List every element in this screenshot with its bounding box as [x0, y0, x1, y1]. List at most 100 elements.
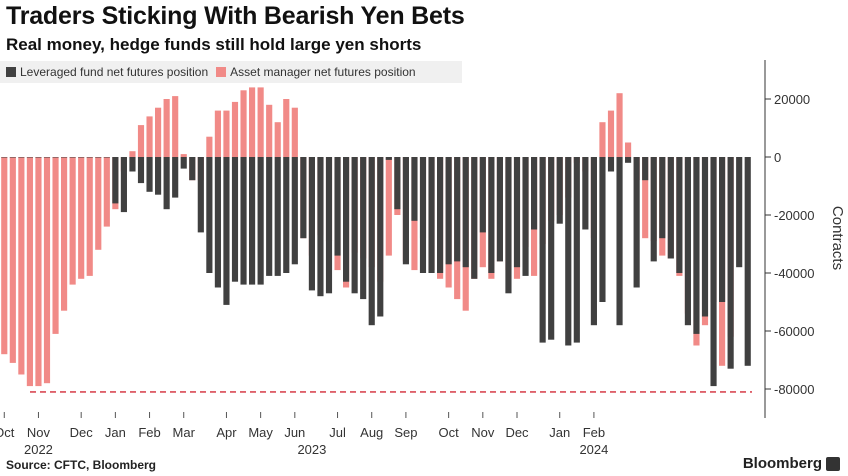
bar-asset-manager [257, 87, 264, 157]
bar-leveraged-fund [556, 157, 563, 224]
bar-asset-manager [385, 157, 392, 256]
x-tick-label: Oct [0, 425, 15, 440]
legend-background [0, 61, 462, 83]
bar-leveraged-fund [231, 157, 239, 282]
bar-leveraged-fund [308, 157, 315, 291]
bar-asset-manager [291, 107, 298, 157]
bar-leveraged-fund [659, 157, 666, 239]
x-year-label: 2023 [297, 442, 326, 457]
bar-leveraged-fund [283, 157, 290, 273]
bar-leveraged-fund [52, 157, 59, 158]
bar-asset-manager [18, 157, 25, 375]
bar-leveraged-fund [650, 157, 657, 262]
bar-leveraged-fund [513, 157, 521, 268]
bar-leveraged-fund [155, 157, 162, 195]
x-tick-label: Feb [138, 425, 160, 440]
bar-leveraged-fund [582, 157, 589, 230]
y-axis: 20000 0 -20000 -40000 -60000 -80000 Contracts [764, 60, 846, 418]
bar-asset-manager [146, 116, 153, 157]
bar-leveraged-fund [61, 157, 68, 158]
x-tick-label: Jun [284, 425, 305, 440]
bar-leveraged-fund [565, 157, 572, 346]
bar-leveraged-fund [291, 157, 298, 265]
bar-leveraged-fund [377, 157, 384, 317]
x-tick-label: Nov [471, 425, 495, 440]
x-tick-label: Dec [70, 425, 94, 440]
bar-leveraged-fund [496, 157, 503, 262]
bar-leveraged-fund [343, 157, 350, 282]
bar-leveraged-fund [471, 157, 478, 279]
source-note: Source: CFTC, Bloomberg [6, 458, 157, 472]
bar-leveraged-fund [223, 157, 230, 305]
bar-leveraged-fund [693, 157, 700, 334]
bar-asset-manager [61, 157, 68, 311]
x-axis: Oct Nov Dec Jan Feb Mar Apr May Jun Jul Aug Sep Oct N… [0, 412, 608, 457]
bar-leveraged-fund [120, 157, 127, 213]
bar-leveraged-fund [351, 157, 358, 294]
bar-asset-manager [180, 154, 187, 157]
bar-leveraged-fund [334, 157, 341, 256]
bar-leveraged-fund [531, 157, 538, 230]
chart-subtitle: Real money, hedge funds still hold large… [6, 35, 422, 54]
bar-leveraged-fund [368, 157, 375, 326]
bar-asset-manager [78, 157, 85, 279]
x-year-label: 2022 [24, 442, 53, 457]
legend-swatch-asset-manager [216, 67, 227, 77]
y-tick-label: 20000 [774, 92, 810, 107]
bar-asset-manager [163, 99, 170, 157]
bar-asset-manager [266, 104, 273, 157]
bar-leveraged-fund [317, 157, 324, 297]
bar-leveraged-fund [625, 157, 632, 163]
bar-leveraged-fund [274, 157, 281, 276]
bar-leveraged-fund [411, 157, 418, 221]
bar-asset-manager [616, 93, 623, 157]
bar-leveraged-fund [607, 157, 615, 172]
bar-asset-manager [103, 157, 110, 227]
bar-leveraged-fund [548, 157, 555, 340]
x-tick-label: Mar [173, 425, 196, 440]
bar-leveraged-fund [197, 157, 204, 233]
bar-leveraged-fund [240, 157, 247, 285]
y-axis-title: Contracts [829, 206, 846, 270]
x-tick-label: Aug [360, 425, 383, 440]
bar-leveraged-fund [266, 157, 273, 276]
bar-asset-manager [43, 157, 51, 384]
legend-swatch-leveraged [6, 67, 16, 77]
bars-layer [1, 87, 752, 393]
bar-asset-manager [231, 101, 239, 157]
bar-asset-manager [240, 90, 247, 157]
bar-leveraged-fund [214, 157, 221, 288]
bar-leveraged-fund [385, 157, 392, 160]
x-tick-label: Feb [583, 425, 605, 440]
bar-leveraged-fund [719, 157, 726, 302]
bar-leveraged-fund [539, 157, 546, 343]
bar-leveraged-fund [172, 157, 179, 198]
bar-leveraged-fund [325, 157, 333, 294]
bar-leveraged-fund [599, 157, 606, 302]
bar-leveraged-fund [206, 157, 213, 273]
bar-leveraged-fund [43, 157, 51, 158]
bar-leveraged-fund [437, 157, 444, 273]
bar-asset-manager [26, 157, 33, 387]
bar-leveraged-fund [163, 157, 170, 210]
x-tick-label: Oct [439, 425, 460, 440]
bar-leveraged-fund [479, 157, 486, 233]
bar-asset-manager [137, 125, 145, 157]
bar-leveraged-fund [394, 157, 401, 210]
bar-leveraged-fund [676, 157, 683, 273]
bar-asset-manager [223, 110, 230, 157]
bar-leveraged-fund [454, 157, 461, 262]
bar-leveraged-fund [684, 157, 691, 326]
bar-leveraged-fund [35, 157, 42, 158]
bar-leveraged-fund [701, 157, 709, 317]
bar-leveraged-fund [249, 157, 256, 285]
x-tick-label: May [248, 425, 273, 440]
x-tick-label: Nov [27, 425, 51, 440]
bar-leveraged-fund [137, 157, 145, 184]
bar-leveraged-fund [428, 157, 435, 273]
y-tick-label: 0 [774, 150, 781, 165]
y-tick-label: -20000 [774, 208, 814, 223]
bloomberg-mark-icon [826, 456, 840, 471]
bar-leveraged-fund [18, 157, 25, 158]
x-tick-label: Sep [394, 425, 417, 440]
